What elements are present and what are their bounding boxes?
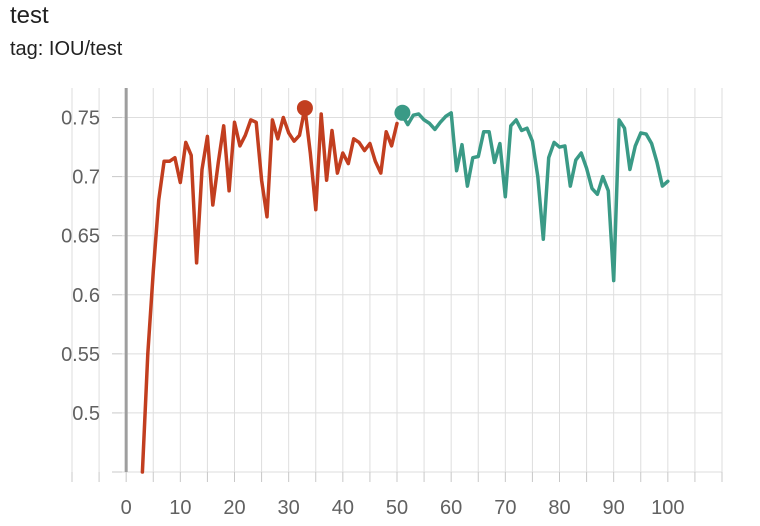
- y-tick-label: 0.6: [72, 285, 100, 307]
- x-tick-label: 10: [169, 497, 191, 519]
- x-tick-labels: 0 10 20 30 40 50 60 70 80 90 100: [121, 497, 685, 519]
- x-tick-label: 70: [494, 497, 516, 519]
- series-lines: [140, 106, 670, 474]
- x-tick-label: 50: [386, 497, 408, 519]
- x-tick-label: 0: [121, 497, 132, 519]
- series-line-2: [395, 111, 670, 283]
- grid-lines: [71, 88, 723, 482]
- y-tick-label: 0.75: [61, 108, 100, 130]
- chart-title: test: [10, 2, 49, 29]
- y-tick-label: 0.5: [72, 403, 100, 425]
- x-tick-label: 60: [440, 497, 462, 519]
- x-tick-label: 90: [603, 497, 625, 519]
- y-tick-label: 0.7: [72, 167, 100, 189]
- series-marker-2: [394, 104, 411, 121]
- series-marker-1: [296, 100, 313, 117]
- x-tick-label: 80: [548, 497, 570, 519]
- series-line-1: [140, 106, 399, 474]
- y-tick-labels: 0.5 0.55 0.6 0.65 0.7 0.75: [61, 108, 100, 425]
- chart-tag: tag: IOU/test: [10, 38, 123, 60]
- x-tick-label: 20: [223, 497, 245, 519]
- x-tick-label: 30: [278, 497, 300, 519]
- x-tick-label: 100: [651, 497, 684, 519]
- series-markers: [296, 100, 411, 121]
- y-tick-label: 0.65: [61, 226, 100, 248]
- x-tick-label: 40: [332, 497, 354, 519]
- y-tick-label: 0.55: [61, 344, 100, 366]
